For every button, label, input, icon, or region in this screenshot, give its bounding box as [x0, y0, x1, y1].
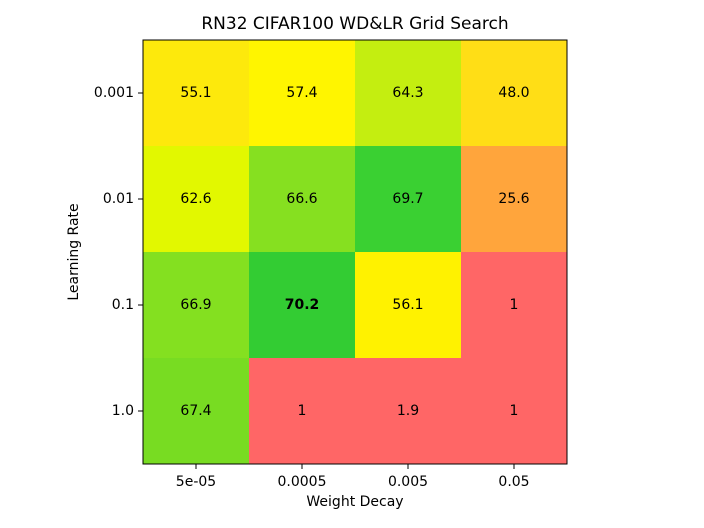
cell-label: 25.6: [498, 191, 529, 207]
heatmap-cell: [143, 252, 249, 358]
cell-label: 67.4: [180, 403, 211, 419]
heatmap-cell: [355, 358, 461, 464]
heatmap-cell: [355, 252, 461, 358]
y-tick-label: 0.001: [94, 85, 134, 101]
heatmap-cell: [249, 40, 355, 146]
x-tick-label: 0.0005: [278, 474, 327, 490]
cell-label: 1: [298, 403, 307, 419]
heatmap-cell: [355, 146, 461, 252]
cell-label: 66.6: [286, 191, 317, 207]
cell-label: 55.1: [180, 85, 211, 101]
heatmap-cell: [461, 252, 567, 358]
x-axis-label: Weight Decay: [306, 494, 403, 510]
heatmap-cell: [249, 252, 355, 358]
heatmap-cell: [461, 40, 567, 146]
x-tick-label: 0.05: [498, 474, 529, 490]
plot-frame: [142, 39, 568, 465]
y-axis-label: Learning Rate: [66, 203, 82, 300]
heatmap-cell: [143, 40, 249, 146]
heatmap-cell: [355, 40, 461, 146]
y-tick-label: 1.0: [112, 403, 134, 419]
cell-label: 1: [510, 297, 519, 313]
heatmap-cell: [143, 358, 249, 464]
heatmap-cell: [249, 146, 355, 252]
x-tick-label: 0.005: [388, 474, 428, 490]
cell-label: 70.2: [285, 297, 320, 313]
heatmap-cell: [461, 146, 567, 252]
heatmap-cell: [143, 146, 249, 252]
cell-label: 1: [510, 403, 519, 419]
cell-label: 62.6: [180, 191, 211, 207]
heatmap-cell: [249, 358, 355, 464]
x-tick-label: 5e-05: [176, 474, 216, 490]
cell-label: 69.7: [392, 191, 423, 207]
cell-label: 56.1: [392, 297, 423, 313]
cell-label: 48.0: [498, 85, 529, 101]
cell-label: 57.4: [286, 85, 317, 101]
heatmap-cell: [461, 358, 567, 464]
cell-label: 1.9: [397, 403, 419, 419]
cell-label: 66.9: [180, 297, 211, 313]
cell-label: 64.3: [392, 85, 423, 101]
y-tick-label: 0.1: [112, 297, 134, 313]
chart-title: RN32 CIFAR100 WD&LR Grid Search: [201, 14, 508, 34]
y-tick-label: 0.01: [103, 191, 134, 207]
